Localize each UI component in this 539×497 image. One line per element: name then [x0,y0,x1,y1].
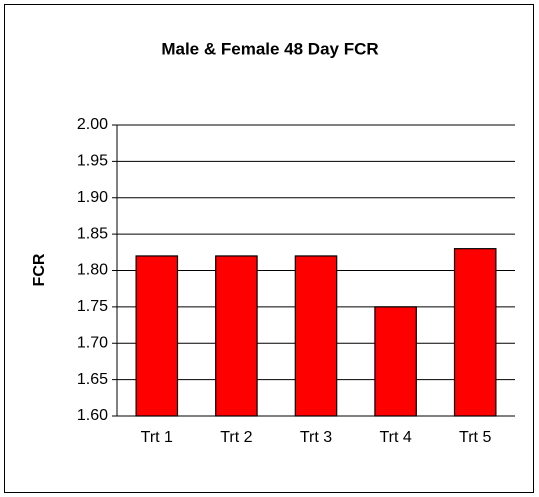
x-tick-label: Trt 4 [379,429,411,446]
x-tick-label: Trt 5 [459,429,491,446]
bar [453,248,497,417]
y-axis-title: FCR [31,253,48,286]
chart-title: Male & Female 48 Day FCR [161,39,378,58]
y-tick-label: 1.75 [77,298,108,315]
y-tick-label: 1.70 [77,334,108,351]
bar [294,255,338,417]
x-tick-label: Trt 1 [141,429,173,446]
bar [215,255,258,417]
y-tick-label: 1.65 [77,371,108,388]
x-tick-label: Trt 3 [300,429,332,446]
y-tick-label: 1.90 [77,189,108,206]
y-tick-label: 1.60 [77,407,108,424]
y-tick-label: 1.80 [77,262,108,279]
bar [135,255,179,417]
y-tick-label: 2.00 [77,116,108,133]
y-tick-label: 1.95 [77,153,108,170]
bar [374,306,417,417]
x-tick-label: Trt 2 [220,429,252,446]
chart-border [4,4,534,493]
y-tick-label: 1.85 [77,225,108,242]
